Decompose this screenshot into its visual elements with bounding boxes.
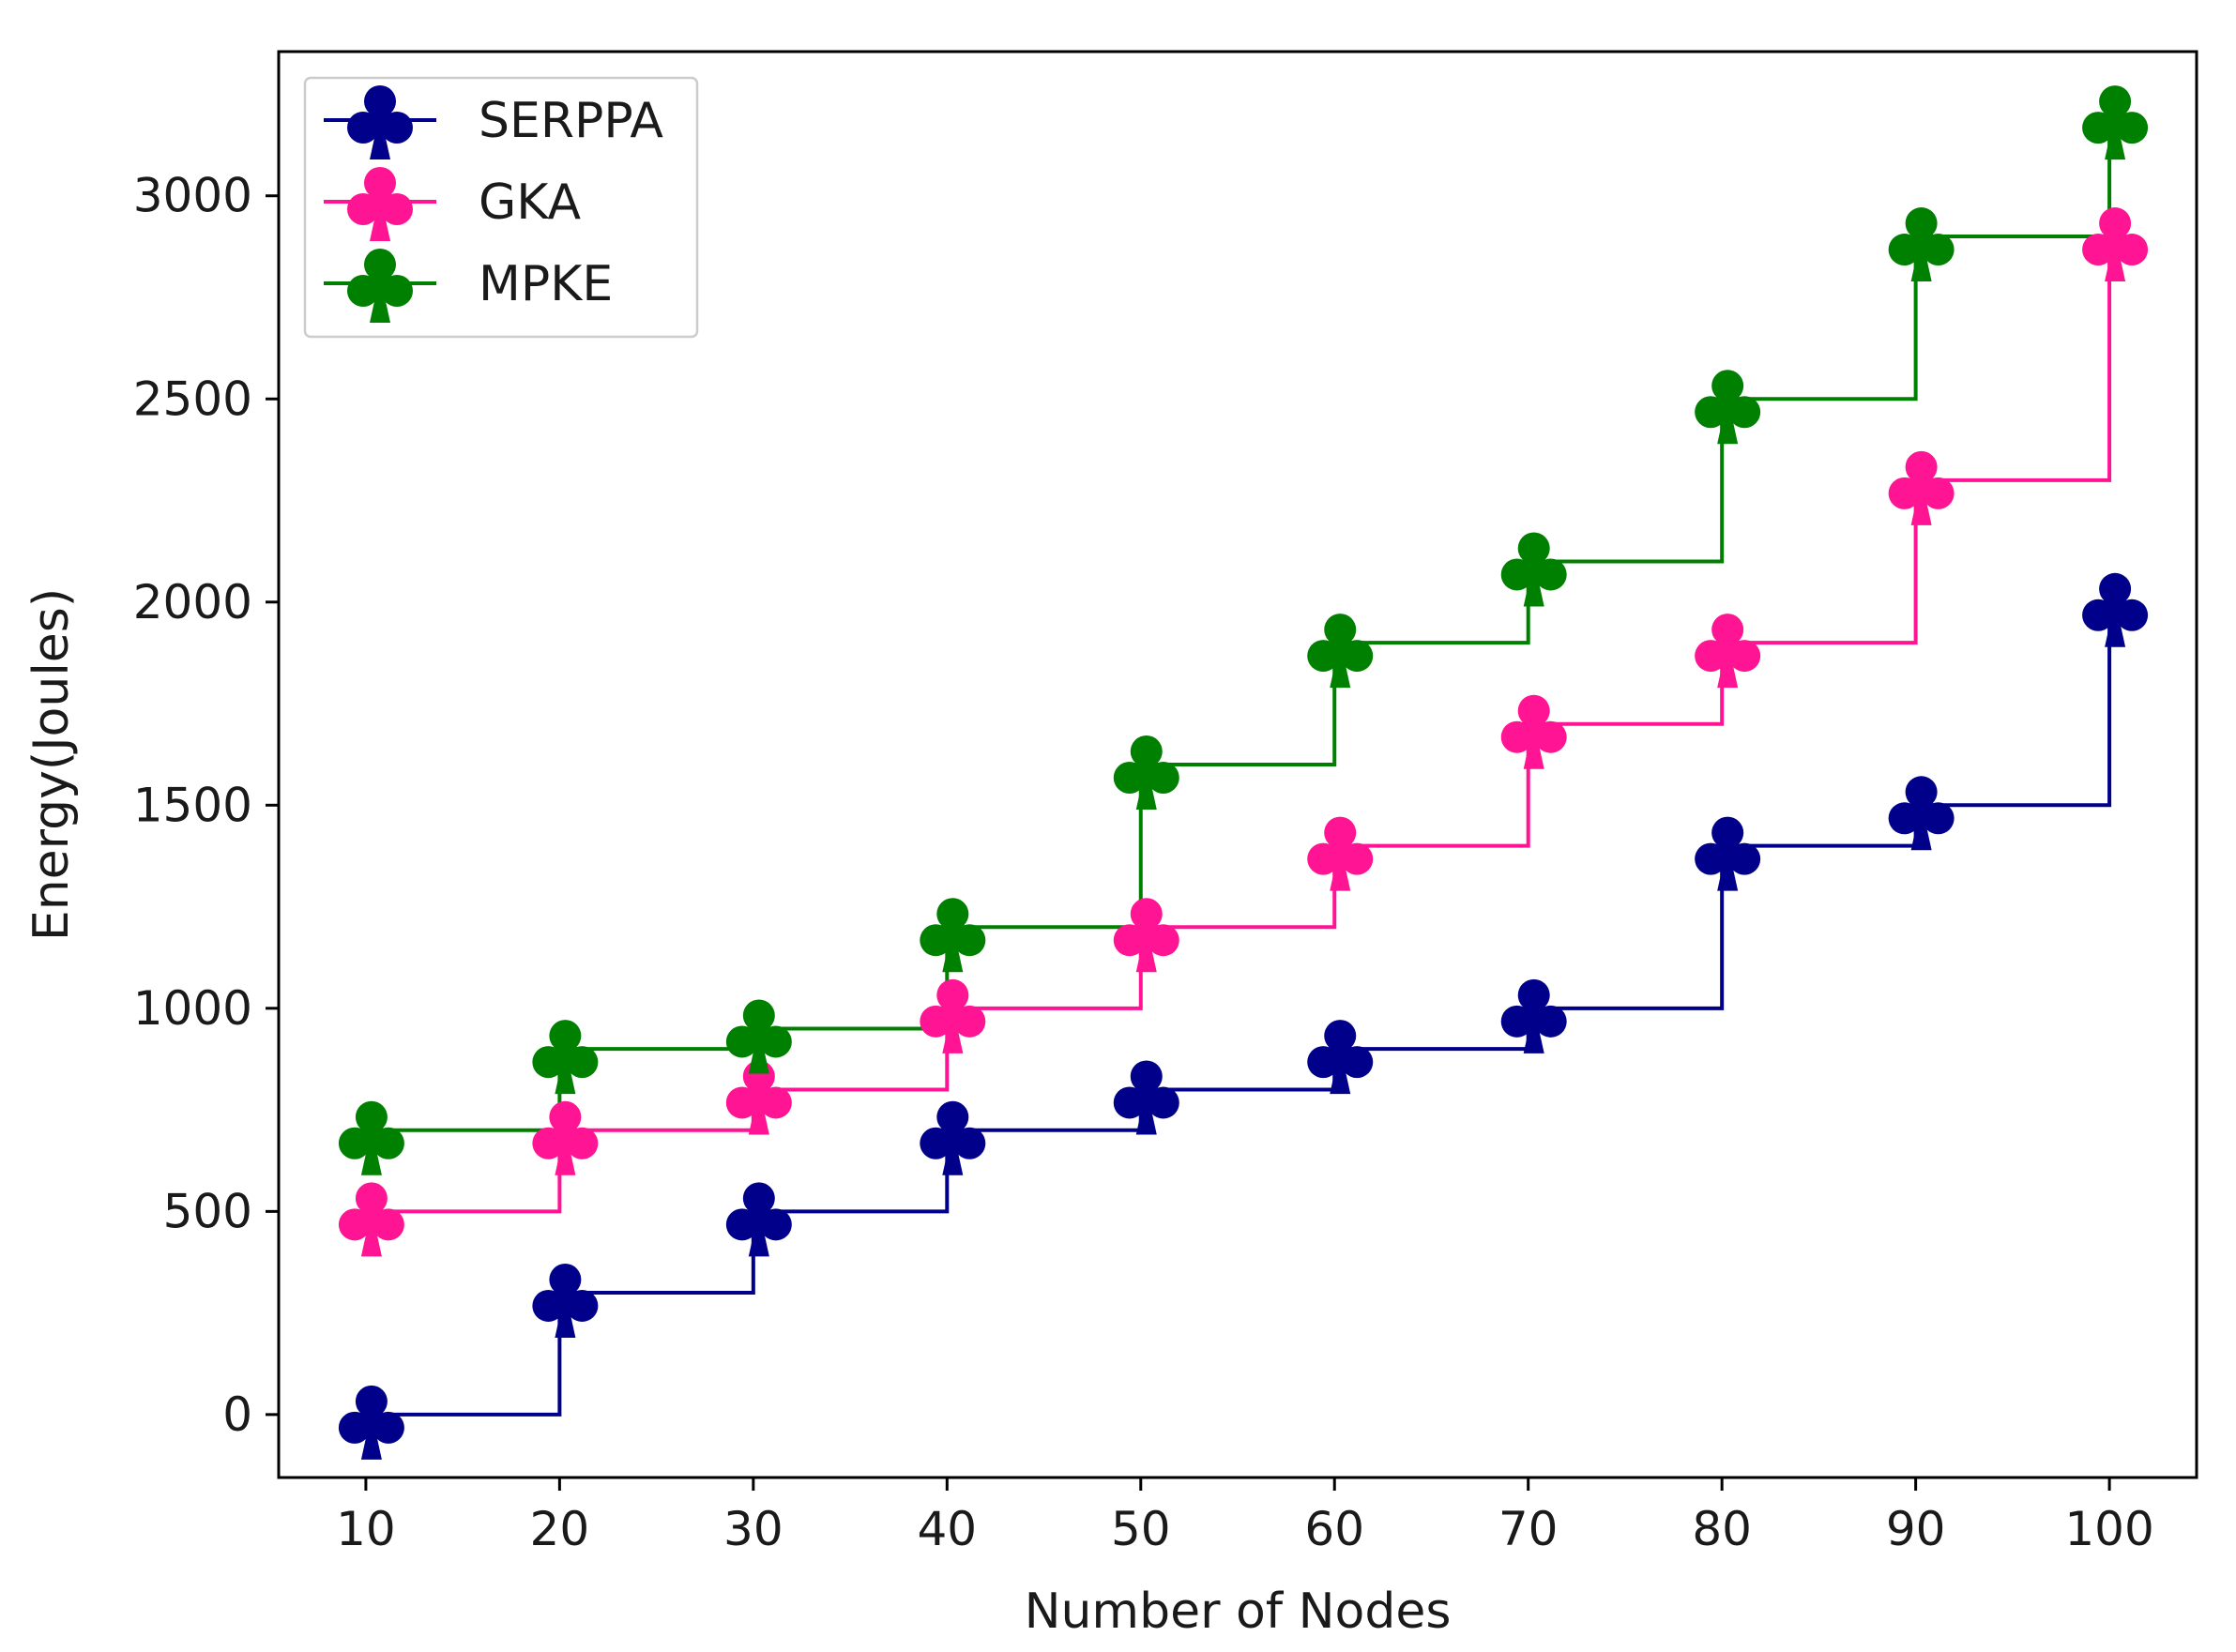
x-tick-label: 70 xyxy=(1498,1502,1559,1556)
legend-label: SERPPA xyxy=(479,93,663,149)
y-tick-label: 2500 xyxy=(133,371,252,426)
x-tick-label: 60 xyxy=(1304,1502,1364,1556)
x-axis-ticks: 10 20 30 40 50 60 70 80 90 100 xyxy=(336,1478,2154,1556)
plot-frame xyxy=(277,50,2198,1479)
x-tick-label: 80 xyxy=(1692,1502,1752,1556)
x-tick-label: 50 xyxy=(1111,1502,1171,1556)
y-axis-ticks: 0 500 1000 1500 2000 2500 3000 xyxy=(133,169,279,1442)
y-tick-label: 500 xyxy=(163,1184,252,1238)
y-tick-label: 3000 xyxy=(133,169,252,223)
y-tick-label: 0 xyxy=(222,1387,252,1442)
y-axis-label: Energy(Joules) xyxy=(23,588,80,941)
legend-box xyxy=(303,76,699,339)
y-tick-label: 2000 xyxy=(133,575,252,629)
x-tick-label: 100 xyxy=(2064,1502,2153,1556)
legend-label: MPKE xyxy=(479,256,613,312)
x-tick-label: 20 xyxy=(530,1502,590,1556)
x-tick-label: 40 xyxy=(917,1502,977,1556)
y-tick-label: 1500 xyxy=(133,778,252,832)
y-tick-label: 1000 xyxy=(133,981,252,1036)
x-axis-label: Number of Nodes xyxy=(1025,1584,1452,1640)
x-tick-label: 10 xyxy=(336,1502,396,1556)
x-tick-label: 90 xyxy=(1886,1502,1946,1556)
legend-label: GKA xyxy=(479,174,581,231)
x-tick-label: 30 xyxy=(723,1502,783,1556)
legend: SERPPA GKA MPKE xyxy=(303,76,699,339)
